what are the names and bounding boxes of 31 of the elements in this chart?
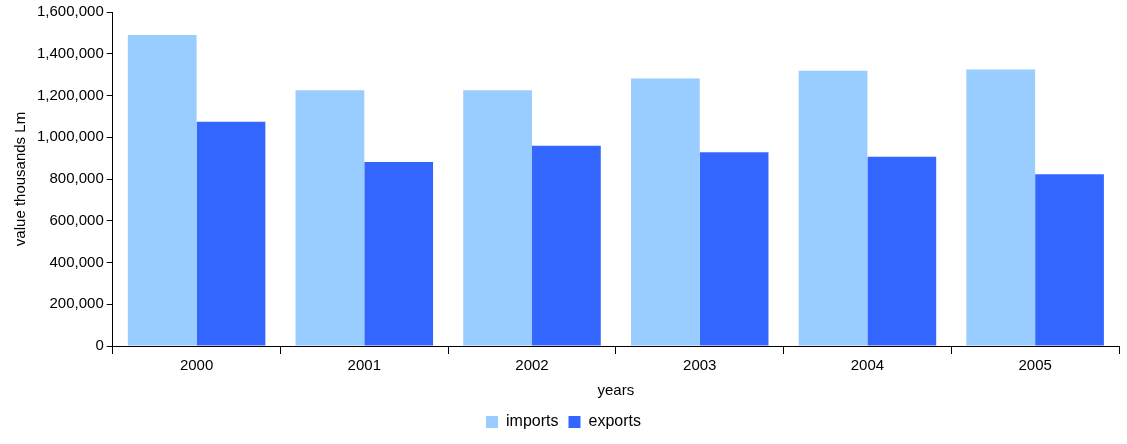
bar <box>463 90 533 346</box>
x-tick-label: 2002 <box>515 356 549 374</box>
bar <box>966 69 1036 346</box>
y-axis-title: value thousands Lm <box>11 111 29 247</box>
x-axis-title: years <box>597 381 635 399</box>
y-tick-label: 400,000 <box>49 252 104 270</box>
y-tick-label: 1,600,000 <box>37 2 104 20</box>
x-tick-label: 2004 <box>850 356 885 374</box>
bar <box>364 162 434 346</box>
bar <box>699 152 769 346</box>
x-tick-label: 2000 <box>179 356 214 374</box>
bar <box>867 156 937 346</box>
bar <box>1035 174 1104 346</box>
y-tick-label: 0 <box>95 336 104 354</box>
x-tick-label: 2005 <box>1018 356 1052 374</box>
x-tick-label: 2003 <box>683 356 717 374</box>
legend-label: exports <box>588 412 641 430</box>
bar <box>630 78 700 346</box>
y-tick-label: 800,000 <box>49 169 104 187</box>
y-tick-label: 1,200,000 <box>37 85 104 103</box>
bar <box>196 121 266 346</box>
legend-label: imports <box>506 412 559 430</box>
bar <box>532 145 601 346</box>
x-tick-label: 2001 <box>347 356 381 374</box>
y-tick-label: 1,000,000 <box>37 127 104 145</box>
y-tick-label: 600,000 <box>49 210 104 228</box>
bar <box>798 70 868 346</box>
bar <box>127 34 197 346</box>
y-tick-label: 1,400,000 <box>37 43 104 61</box>
bar <box>295 90 365 346</box>
y-tick-label: 200,000 <box>49 294 104 312</box>
